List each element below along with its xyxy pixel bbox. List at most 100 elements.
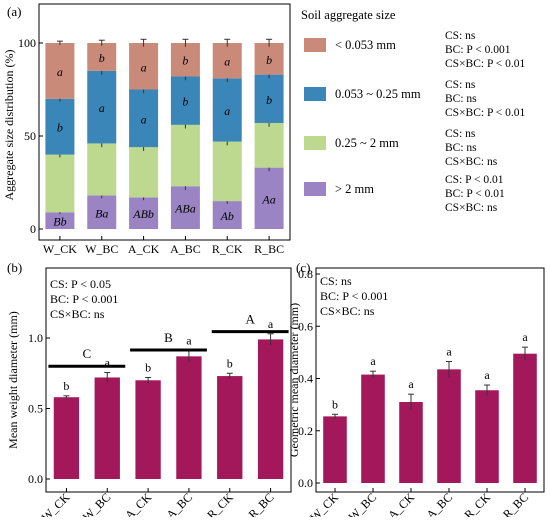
panel-c-ytick-label: 0.8	[298, 267, 313, 281]
panel-a-bar-segment	[254, 74, 284, 123]
panel-b-ylabel: Mean weight diameter (mm)	[6, 311, 20, 449]
panel-a-chart: (a) Aggregate size distribution (%) 0 50 1…	[2, 3, 291, 256]
panel-b-significance-letter: a	[268, 317, 274, 331]
legend-stat: CS×BC: ns	[445, 156, 498, 168]
panel-a-xtick-label: R_BC	[254, 242, 284, 256]
panel-c-stat-cs: CS: ns	[320, 274, 352, 288]
legend-swatch	[304, 38, 326, 52]
legend-stat: CS: ns	[445, 128, 476, 140]
panel-a-significance-letter: a	[99, 101, 105, 115]
panel-a-significance-letter: b	[182, 54, 188, 68]
legend-swatch	[304, 182, 326, 196]
panel-a-significance-letter: b	[266, 93, 272, 107]
panel-a-bar-segment	[45, 43, 75, 99]
panel-a-bar-segment	[87, 143, 117, 196]
panel-a-significance-letter: a	[224, 55, 230, 69]
panel-a-bar-segment	[170, 43, 200, 77]
panel-c-ylabel: Geometric mean diameter (mm)	[287, 303, 301, 457]
panel-a-bar-segment	[254, 43, 284, 75]
panel-b-ytick-label: 0.0	[28, 472, 43, 486]
panel-a-significance-letter: b	[266, 53, 272, 67]
panel-b-stat-interaction: CS×BC: ns	[50, 307, 105, 321]
panel-b-significance-letter: b	[227, 356, 233, 370]
panel-b-bar	[217, 376, 243, 479]
panel-a-xtick-label: W_CK	[43, 242, 77, 256]
panel-a-frame	[38, 3, 291, 241]
panel-c-significance-letter: a	[446, 345, 452, 359]
legend-label: < 0.053 mm	[335, 38, 396, 52]
panel-c-chart: (c) Geometric mean diameter (mm) CS: ns …	[287, 260, 545, 522]
panel-b-stat-bc: BC: P < 0.001	[50, 292, 118, 306]
panel-c-ytick-label: 0.4	[298, 372, 313, 386]
panel-c-stat-bc: BC: P < 0.001	[320, 289, 388, 303]
panel-a-bar-segment	[87, 43, 117, 71]
panel-a-significance-letter: Bb	[53, 215, 66, 229]
panel-c-stats: CS: ns BC: P < 0.001 CS×BC: ns	[320, 274, 388, 318]
panel-a-bar-segment	[87, 70, 117, 144]
panel-a-bar-segment	[254, 167, 284, 229]
panel-c-bar	[399, 402, 423, 483]
panel-a-significance-letter: Ba	[95, 206, 108, 220]
panel-a-bar-segment	[212, 201, 242, 229]
panel-a-bar-segment	[45, 98, 75, 155]
panel-c-bar	[323, 416, 347, 483]
legend-label: 0.25 ~ 2 mm	[335, 136, 399, 150]
panel-c-xtick-label: A_CK	[385, 490, 417, 517]
panel-b-group-letter: B	[164, 330, 173, 345]
panel-a-bar-segment	[129, 43, 159, 90]
panel-b-xtick-label: R_CK	[204, 490, 236, 517]
panel-a-bar-segment	[170, 186, 200, 229]
panel-c-bar	[513, 353, 537, 483]
panel-a-significance-letter: a	[224, 104, 230, 118]
panel-a-significance-letter: b	[57, 121, 63, 135]
panel-b-significance-letter: a	[186, 334, 192, 348]
legend-title: Soil aggregate size	[301, 8, 396, 22]
panel-b-chart: (b) Mean weight diameter (mm) CS: P < 0.…	[6, 260, 292, 522]
panel-a-bar-segment	[87, 195, 117, 229]
panel-b-bar	[135, 380, 161, 479]
panel-a-ylabel: Aggregate size distribution (%)	[2, 50, 16, 201]
panel-b-significance-letter: b	[145, 360, 151, 374]
legend-stat: BC: ns	[445, 142, 477, 154]
panel-a-ytick-label: 0	[30, 222, 36, 236]
panel-c-ytick-label: 0.6	[298, 319, 313, 333]
panel-a-significance-letter: Aa	[261, 192, 275, 206]
panel-a-ytick-label: 50	[24, 129, 36, 143]
legend-stat: BC: P < 0.01	[445, 188, 505, 200]
panel-b-stats: CS: P < 0.05 BC: P < 0.001 CS×BC: ns	[50, 277, 118, 321]
panel-a-bar-segment	[170, 124, 200, 187]
panel-a-bar-segment	[212, 78, 242, 142]
panel-c-xtick-label: A_BC	[424, 490, 456, 517]
panel-b-xtick-label: A_CK	[122, 490, 154, 517]
panel-b-bar	[176, 356, 202, 479]
legend-stat: CS×BC: ns	[445, 202, 498, 214]
panel-c-bar	[437, 369, 461, 483]
panel-a-bar-segment	[129, 197, 159, 229]
panel-a-significance-letter: b	[182, 95, 188, 109]
panel-a-significance-letter: ABb	[132, 207, 154, 221]
panel-a-significance-letter: b	[99, 51, 105, 65]
panel-c-xtick-label: R_CK	[462, 490, 494, 517]
panel-b-bar	[53, 397, 80, 479]
panel-c-bar	[361, 374, 385, 483]
panel-a-significance-letter: a	[57, 65, 63, 79]
panel-b-frame	[45, 267, 292, 493]
panel-a-significance-letter: a	[141, 60, 147, 74]
panel-c-significance-letter: a	[484, 368, 490, 382]
panel-a-legend: Soil aggregate size < 0.053 mm CS: ns BC: …	[301, 8, 526, 214]
panel-a-bar-segment	[212, 141, 242, 202]
panel-b-xtick-label: W_CK	[39, 490, 73, 517]
panel-a-ytick-label: 100	[18, 36, 36, 50]
panel-c-bar	[475, 390, 499, 483]
panel-c-xtick-label: W_CK	[307, 490, 341, 517]
panel-a-bar-segment	[254, 122, 284, 168]
panel-a-xtick-label: A_BC	[170, 242, 201, 256]
legend-stat: BC: P < 0.001	[445, 44, 511, 56]
panel-c-ytick-label: 0.0	[298, 476, 313, 490]
legend-stat: CS: ns	[445, 79, 476, 91]
legend-swatch	[304, 87, 326, 101]
panel-a-xtick-label: W_BC	[85, 242, 118, 256]
panel-c-significance-letter: b	[332, 397, 338, 411]
panel-c-frame	[315, 267, 545, 493]
panel-a-bar-segment	[45, 154, 75, 213]
